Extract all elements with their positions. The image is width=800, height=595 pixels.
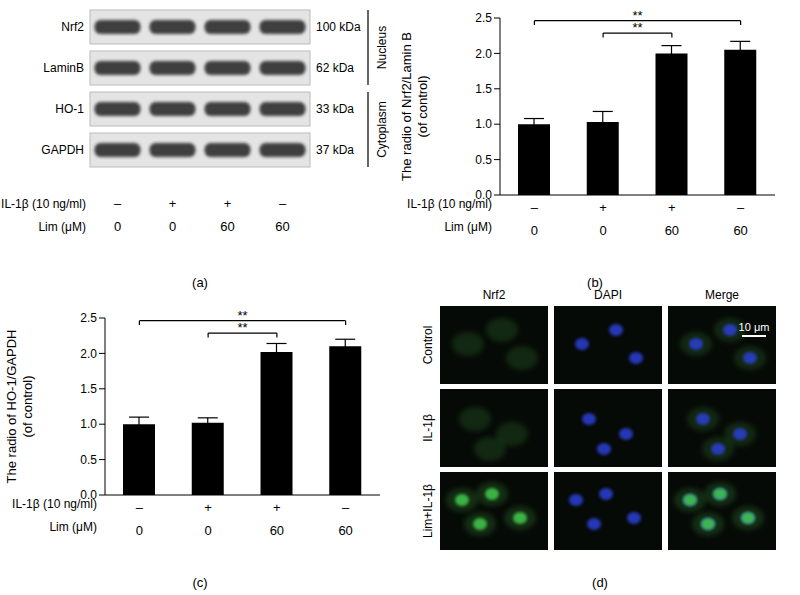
svg-text:(of control): (of control) bbox=[415, 75, 430, 137]
svg-text:The radio of Nrf2/Lamin B: The radio of Nrf2/Lamin B bbox=[399, 32, 414, 181]
svg-text:–: – bbox=[114, 196, 122, 211]
svg-text:0.5: 0.5 bbox=[80, 453, 97, 467]
svg-text:Lim (μM): Lim (μM) bbox=[444, 220, 492, 234]
svg-text:+: + bbox=[273, 500, 281, 515]
svg-text:–: – bbox=[737, 200, 745, 215]
svg-text:+: + bbox=[599, 200, 607, 215]
svg-text:(a): (a) bbox=[192, 275, 208, 290]
svg-text:37 kDa: 37 kDa bbox=[316, 143, 354, 157]
svg-text:Nucleus: Nucleus bbox=[375, 26, 389, 69]
svg-text:(of control): (of control) bbox=[20, 375, 35, 437]
svg-text:(b): (b) bbox=[587, 275, 603, 290]
svg-text:0: 0 bbox=[169, 219, 176, 234]
svg-text:DAPI: DAPI bbox=[594, 288, 622, 302]
svg-text:–: – bbox=[279, 196, 287, 211]
svg-text:+: + bbox=[224, 196, 232, 211]
svg-text:1.5: 1.5 bbox=[80, 382, 97, 396]
svg-text:0: 0 bbox=[205, 523, 212, 538]
svg-text:Nrf2: Nrf2 bbox=[61, 20, 84, 34]
svg-text:**: ** bbox=[632, 20, 642, 35]
svg-text:2.0: 2.0 bbox=[475, 47, 492, 61]
svg-text:Cytoplasm: Cytoplasm bbox=[375, 101, 389, 158]
svg-text:0.0: 0.0 bbox=[80, 488, 97, 502]
svg-text:+: + bbox=[169, 196, 177, 211]
svg-text:2.5: 2.5 bbox=[80, 311, 97, 325]
svg-text:GAPDH: GAPDH bbox=[41, 143, 84, 157]
svg-text:IL-1β (10 ng/ml): IL-1β (10 ng/ml) bbox=[1, 197, 86, 211]
svg-text:0: 0 bbox=[136, 523, 143, 538]
svg-text:60: 60 bbox=[665, 223, 679, 238]
svg-text:HO-1: HO-1 bbox=[55, 102, 84, 116]
svg-text:60: 60 bbox=[270, 523, 284, 538]
svg-text:Lim (μM): Lim (μM) bbox=[49, 520, 97, 534]
svg-text:1.0: 1.0 bbox=[475, 117, 492, 131]
svg-text:Merge: Merge bbox=[705, 288, 739, 302]
svg-text:60: 60 bbox=[733, 223, 747, 238]
svg-text:(c): (c) bbox=[192, 575, 207, 590]
svg-text:60: 60 bbox=[338, 523, 352, 538]
svg-text:–: – bbox=[136, 500, 144, 515]
svg-text:IL-1β: IL-1β bbox=[421, 414, 435, 442]
svg-text:0.0: 0.0 bbox=[475, 188, 492, 202]
svg-text:0.5: 0.5 bbox=[475, 153, 492, 167]
svg-text:100 kDa: 100 kDa bbox=[316, 20, 361, 34]
svg-text:1.0: 1.0 bbox=[80, 417, 97, 431]
svg-text:–: – bbox=[531, 200, 539, 215]
svg-text:Lim+IL-1β: Lim+IL-1β bbox=[421, 484, 435, 538]
svg-text:+: + bbox=[204, 500, 212, 515]
svg-text:–: – bbox=[342, 500, 350, 515]
svg-text:The radio of HO-1/GAPDH: The radio of HO-1/GAPDH bbox=[4, 330, 19, 484]
svg-text:(d): (d) bbox=[592, 575, 608, 590]
svg-text:1.5: 1.5 bbox=[475, 82, 492, 96]
svg-text:**: ** bbox=[237, 320, 247, 335]
svg-text:0: 0 bbox=[600, 223, 607, 238]
svg-text:IL-1β (10 ng/ml): IL-1β (10 ng/ml) bbox=[407, 197, 492, 211]
svg-text:+: + bbox=[668, 200, 676, 215]
svg-text:62 kDa: 62 kDa bbox=[316, 61, 354, 75]
svg-text:0: 0 bbox=[114, 219, 121, 234]
svg-text:60: 60 bbox=[275, 219, 289, 234]
svg-text:0: 0 bbox=[531, 223, 538, 238]
svg-text:33 kDa: 33 kDa bbox=[316, 102, 354, 116]
svg-text:LaminB: LaminB bbox=[43, 61, 84, 75]
svg-text:Nrf2: Nrf2 bbox=[483, 288, 506, 302]
svg-text:IL-1β (10 ng/ml): IL-1β (10 ng/ml) bbox=[12, 497, 97, 511]
svg-text:60: 60 bbox=[220, 219, 234, 234]
svg-text:10 μm: 10 μm bbox=[739, 321, 770, 333]
svg-text:2.0: 2.0 bbox=[80, 347, 97, 361]
svg-text:2.5: 2.5 bbox=[475, 11, 492, 25]
svg-text:Control: Control bbox=[421, 326, 435, 365]
svg-text:Lim (μM): Lim (μM) bbox=[38, 220, 86, 234]
